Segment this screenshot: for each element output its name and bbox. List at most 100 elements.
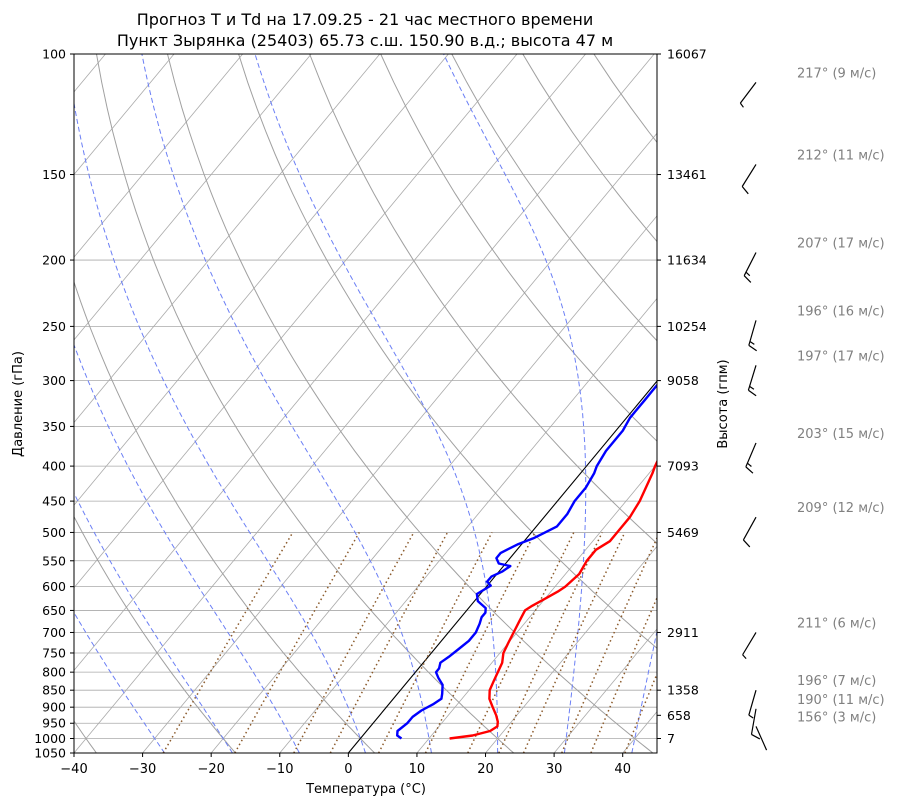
y-tick-label: 450: [42, 494, 66, 509]
wind-barb-flag: [742, 539, 751, 548]
chart-subtitle: Пункт Зырянка (25403) 65.73 с.ш. 150.90 …: [117, 31, 613, 50]
moist-adiabat: [254, 54, 499, 753]
height-tick-label: 2911: [667, 625, 699, 640]
wind-label: 212° (11 м/с): [797, 148, 885, 163]
wind-label: 211° (6 м/с): [797, 616, 876, 631]
dry-adiabat: [380, 54, 657, 442]
wind-barb-half-flag: [749, 341, 755, 345]
y-tick-label: 650: [42, 603, 66, 618]
isotherm-line: [74, 54, 243, 258]
wind-barbs: 217° (9 м/с) 212° (11 м/с) 207° (17 м/с) 19…: [739, 66, 885, 751]
wind-barb-half-flag: [748, 714, 754, 719]
wind-barb-flag: [741, 186, 749, 195]
y-tick-label: 400: [42, 459, 66, 474]
mixing-ratio-line: [561, 536, 657, 753]
wind-label: 196° (16 м/с): [797, 304, 885, 319]
wind-barb-staff: [739, 81, 757, 104]
wind-label: 190° (11 м/с): [797, 693, 885, 708]
height-axis-label: Высота (гпм): [716, 359, 731, 448]
dry-adiabat: [238, 54, 657, 649]
dry-adiabat: [309, 54, 657, 545]
mixing-ratio-line: [522, 532, 626, 753]
height-tick-label: 11634: [667, 253, 707, 268]
height-tick-label: 9058: [667, 373, 699, 388]
x-tick-label: 30: [546, 762, 563, 777]
isotherm-line: [142, 132, 657, 753]
isotherm-line: [416, 463, 657, 753]
moist-adiabat: [141, 54, 432, 753]
dry-adiabat: [74, 515, 236, 753]
x-tick-label: 10: [409, 762, 426, 777]
moist-adiabat: [443, 54, 587, 753]
y-tick-label: 550: [42, 553, 66, 568]
mixing-ratio-line: [329, 532, 449, 753]
y-tick-label: 150: [42, 167, 66, 182]
wind-barb-flag: [751, 733, 761, 740]
mixing-ratio-line: [424, 532, 536, 753]
x-tick-label: −10: [266, 762, 293, 777]
wind-label: 197° (17 м/с): [797, 349, 885, 364]
x-tick-label: 20: [477, 762, 494, 777]
mixing-ratio-line: [162, 532, 294, 753]
y-tick-label: 600: [42, 579, 66, 594]
x-tick-label: 0: [344, 762, 352, 777]
moist-adiabat: [74, 611, 166, 753]
height-tick-label: 1358: [667, 683, 699, 698]
mixing-ratio-lines: [162, 532, 657, 753]
wind-barb-staff: [748, 690, 757, 716]
wind-barb-staff: [745, 442, 757, 468]
wind-barb-half-flag: [742, 654, 747, 660]
wind-label: 196° (7 м/с): [797, 674, 876, 689]
y-axis: 100 150 200 250 300 350 400 450 500 550 600 650 700 7…: [34, 47, 74, 761]
chart-title: Прогноз T и Td на 17.09.25 - 21 час мест…: [137, 10, 593, 29]
y-axis-label: Давление (гПа): [11, 351, 26, 457]
height-tick-label: 10254: [667, 319, 707, 334]
mixing-ratio-line: [293, 532, 415, 753]
wind-barb-half-flag: [739, 102, 744, 108]
wind-label: 156° (3 м/с): [797, 710, 876, 725]
isotherm-line: [74, 54, 312, 341]
x-tick-label: −20: [197, 762, 224, 777]
x-tick-label: −30: [129, 762, 156, 777]
moist-adiabat: [74, 492, 233, 753]
wind-label: 207° (17 м/с): [797, 237, 885, 252]
isotherm-line: [74, 54, 655, 753]
y-tick-label: 900: [42, 700, 66, 715]
wind-barb-staff: [742, 516, 757, 541]
moist-adiabat: [631, 628, 657, 753]
wind-barb-staff: [750, 708, 757, 735]
mixing-ratio-line: [498, 532, 603, 753]
y-tick-label: 500: [42, 525, 66, 540]
x-axis: −40 −30 −20 −10 0 10 20 30 40: [60, 753, 631, 777]
isotherm-line: [553, 628, 657, 753]
background-lines: [74, 54, 657, 753]
wind-label: 217° (9 м/с): [797, 66, 876, 81]
moist-adiabat: [74, 343, 300, 753]
wind-barb-half-flag: [747, 462, 752, 467]
wind-barb-flag: [745, 466, 754, 474]
wind-barb-flag: [743, 275, 752, 283]
dry-adiabat: [167, 54, 654, 753]
height-axis: 16067 13461 11634 10254 9058 7093 5469 2911 1358…: [657, 47, 707, 746]
isotherm-line: [74, 54, 586, 671]
height-tick-label: 658: [667, 708, 691, 723]
profile-lines: [396, 383, 657, 740]
isotherm-line: [210, 215, 657, 753]
wind-barb-half-flag: [745, 271, 751, 277]
y-tick-label: 700: [42, 625, 66, 640]
isotherm-line: [74, 54, 175, 176]
y-tick-label: 950: [42, 716, 66, 731]
mixing-ratio-line: [467, 532, 575, 753]
y-tick-label: 100: [42, 47, 66, 62]
plot-frame: [73, 53, 658, 754]
isotherm-line: [74, 54, 449, 506]
y-tick-label: 1050: [34, 746, 66, 761]
wind-barb-staff: [748, 320, 757, 346]
dry-adiabat: [451, 54, 657, 342]
height-tick-label: 13461: [667, 167, 707, 182]
y-tick-label: 300: [42, 373, 66, 388]
wind-label: 203° (15 м/с): [797, 427, 885, 442]
height-tick-label: 5469: [667, 525, 699, 540]
wind-barb-staff: [755, 726, 768, 751]
